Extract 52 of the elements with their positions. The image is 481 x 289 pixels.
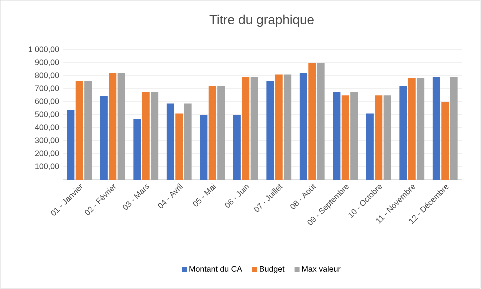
bar — [408, 78, 416, 180]
legend-label: Budget — [260, 266, 285, 274]
bar — [250, 77, 258, 180]
y-tick-label: 600,00 — [35, 98, 60, 106]
bar — [375, 96, 383, 180]
bar — [67, 110, 75, 180]
legend-label: Montant du CA — [190, 266, 242, 272]
bar — [233, 115, 241, 180]
bar — [242, 77, 250, 180]
x-tick-label: 05 - Mai — [193, 183, 216, 207]
y-tick-label: 100,00 — [36, 164, 60, 170]
bar — [317, 63, 325, 180]
y-tick-label: 900,00 — [35, 60, 60, 66]
y-tick-label: 500,00 — [35, 112, 60, 118]
bar — [417, 78, 425, 180]
bar — [432, 77, 440, 180]
y-tick-label: 700,00 — [35, 86, 60, 92]
bar — [118, 73, 126, 180]
y-tick-label: 200,00 — [35, 150, 60, 158]
bar — [350, 92, 358, 180]
bar — [333, 92, 341, 180]
x-tick-label: 06 - Juin — [225, 185, 250, 208]
bar — [166, 104, 174, 180]
bar — [342, 96, 350, 180]
bar — [218, 86, 226, 180]
bar — [266, 80, 274, 180]
y-tick-label: 1 000,00 — [28, 46, 60, 54]
bar — [284, 74, 292, 180]
bar — [208, 86, 216, 180]
bar — [142, 92, 150, 180]
bar — [442, 102, 450, 180]
bar — [275, 74, 283, 180]
bar — [384, 96, 392, 180]
bar — [151, 92, 159, 180]
bar — [109, 73, 117, 180]
bar — [308, 63, 316, 180]
bar — [200, 115, 208, 180]
bar — [366, 114, 374, 180]
y-tick-label: 800,00 — [35, 72, 60, 80]
legend-label: Max valeur — [302, 266, 341, 272]
chart-title: Titre du graphique — [210, 14, 314, 28]
y-tick-label: 300,00 — [35, 138, 60, 144]
bar — [184, 104, 192, 180]
bar — [450, 77, 458, 180]
bar — [400, 86, 408, 180]
bar — [176, 114, 184, 180]
bar — [300, 73, 308, 180]
bar — [76, 80, 84, 180]
y-tick-label: 400,00 — [35, 124, 60, 132]
bar — [134, 119, 142, 180]
bar — [100, 96, 108, 180]
bar — [84, 80, 92, 180]
